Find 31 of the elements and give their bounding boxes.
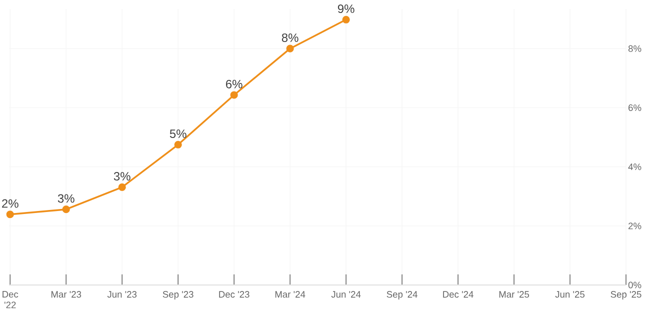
y-tick-label: 4% xyxy=(628,164,642,170)
point xyxy=(174,140,182,148)
data-label: 9% xyxy=(338,4,354,13)
data-label: 2% xyxy=(2,199,18,208)
x-tick-label: Dec '22 xyxy=(2,291,18,308)
data-label: 8% xyxy=(282,33,298,42)
point xyxy=(62,206,70,214)
x-tick-label: Jun '23 xyxy=(107,291,137,298)
x-tick-label: Mar '23 xyxy=(51,291,82,298)
point xyxy=(286,44,294,52)
data-label: 3% xyxy=(114,172,130,181)
y-tick-label: 8% xyxy=(628,45,642,52)
x-tick-label: Sep '25 xyxy=(610,291,642,300)
data-label: 3% xyxy=(58,194,74,203)
x-tick-label: Sep '24 xyxy=(386,291,418,300)
data-label: 5% xyxy=(170,130,186,138)
data-label: 6% xyxy=(226,80,242,88)
x-tick-label: Jun '25 xyxy=(555,291,584,298)
point xyxy=(230,91,238,99)
y-tick-label: 0% xyxy=(628,282,642,288)
x-tick-label: Sep '23 xyxy=(162,291,194,300)
y-tick-label: 2% xyxy=(628,222,642,230)
x-tick-label: Dec '24 xyxy=(443,291,474,298)
x-tick-label: Mar '24 xyxy=(275,291,306,298)
x-tick-label: Jun '24 xyxy=(331,291,361,298)
point xyxy=(342,16,350,24)
y-tick-label: 6% xyxy=(628,104,642,111)
point xyxy=(118,183,126,191)
x-tick-label: Mar '25 xyxy=(499,291,530,298)
point xyxy=(6,210,14,218)
x-tick-label: Dec '23 xyxy=(219,291,250,298)
